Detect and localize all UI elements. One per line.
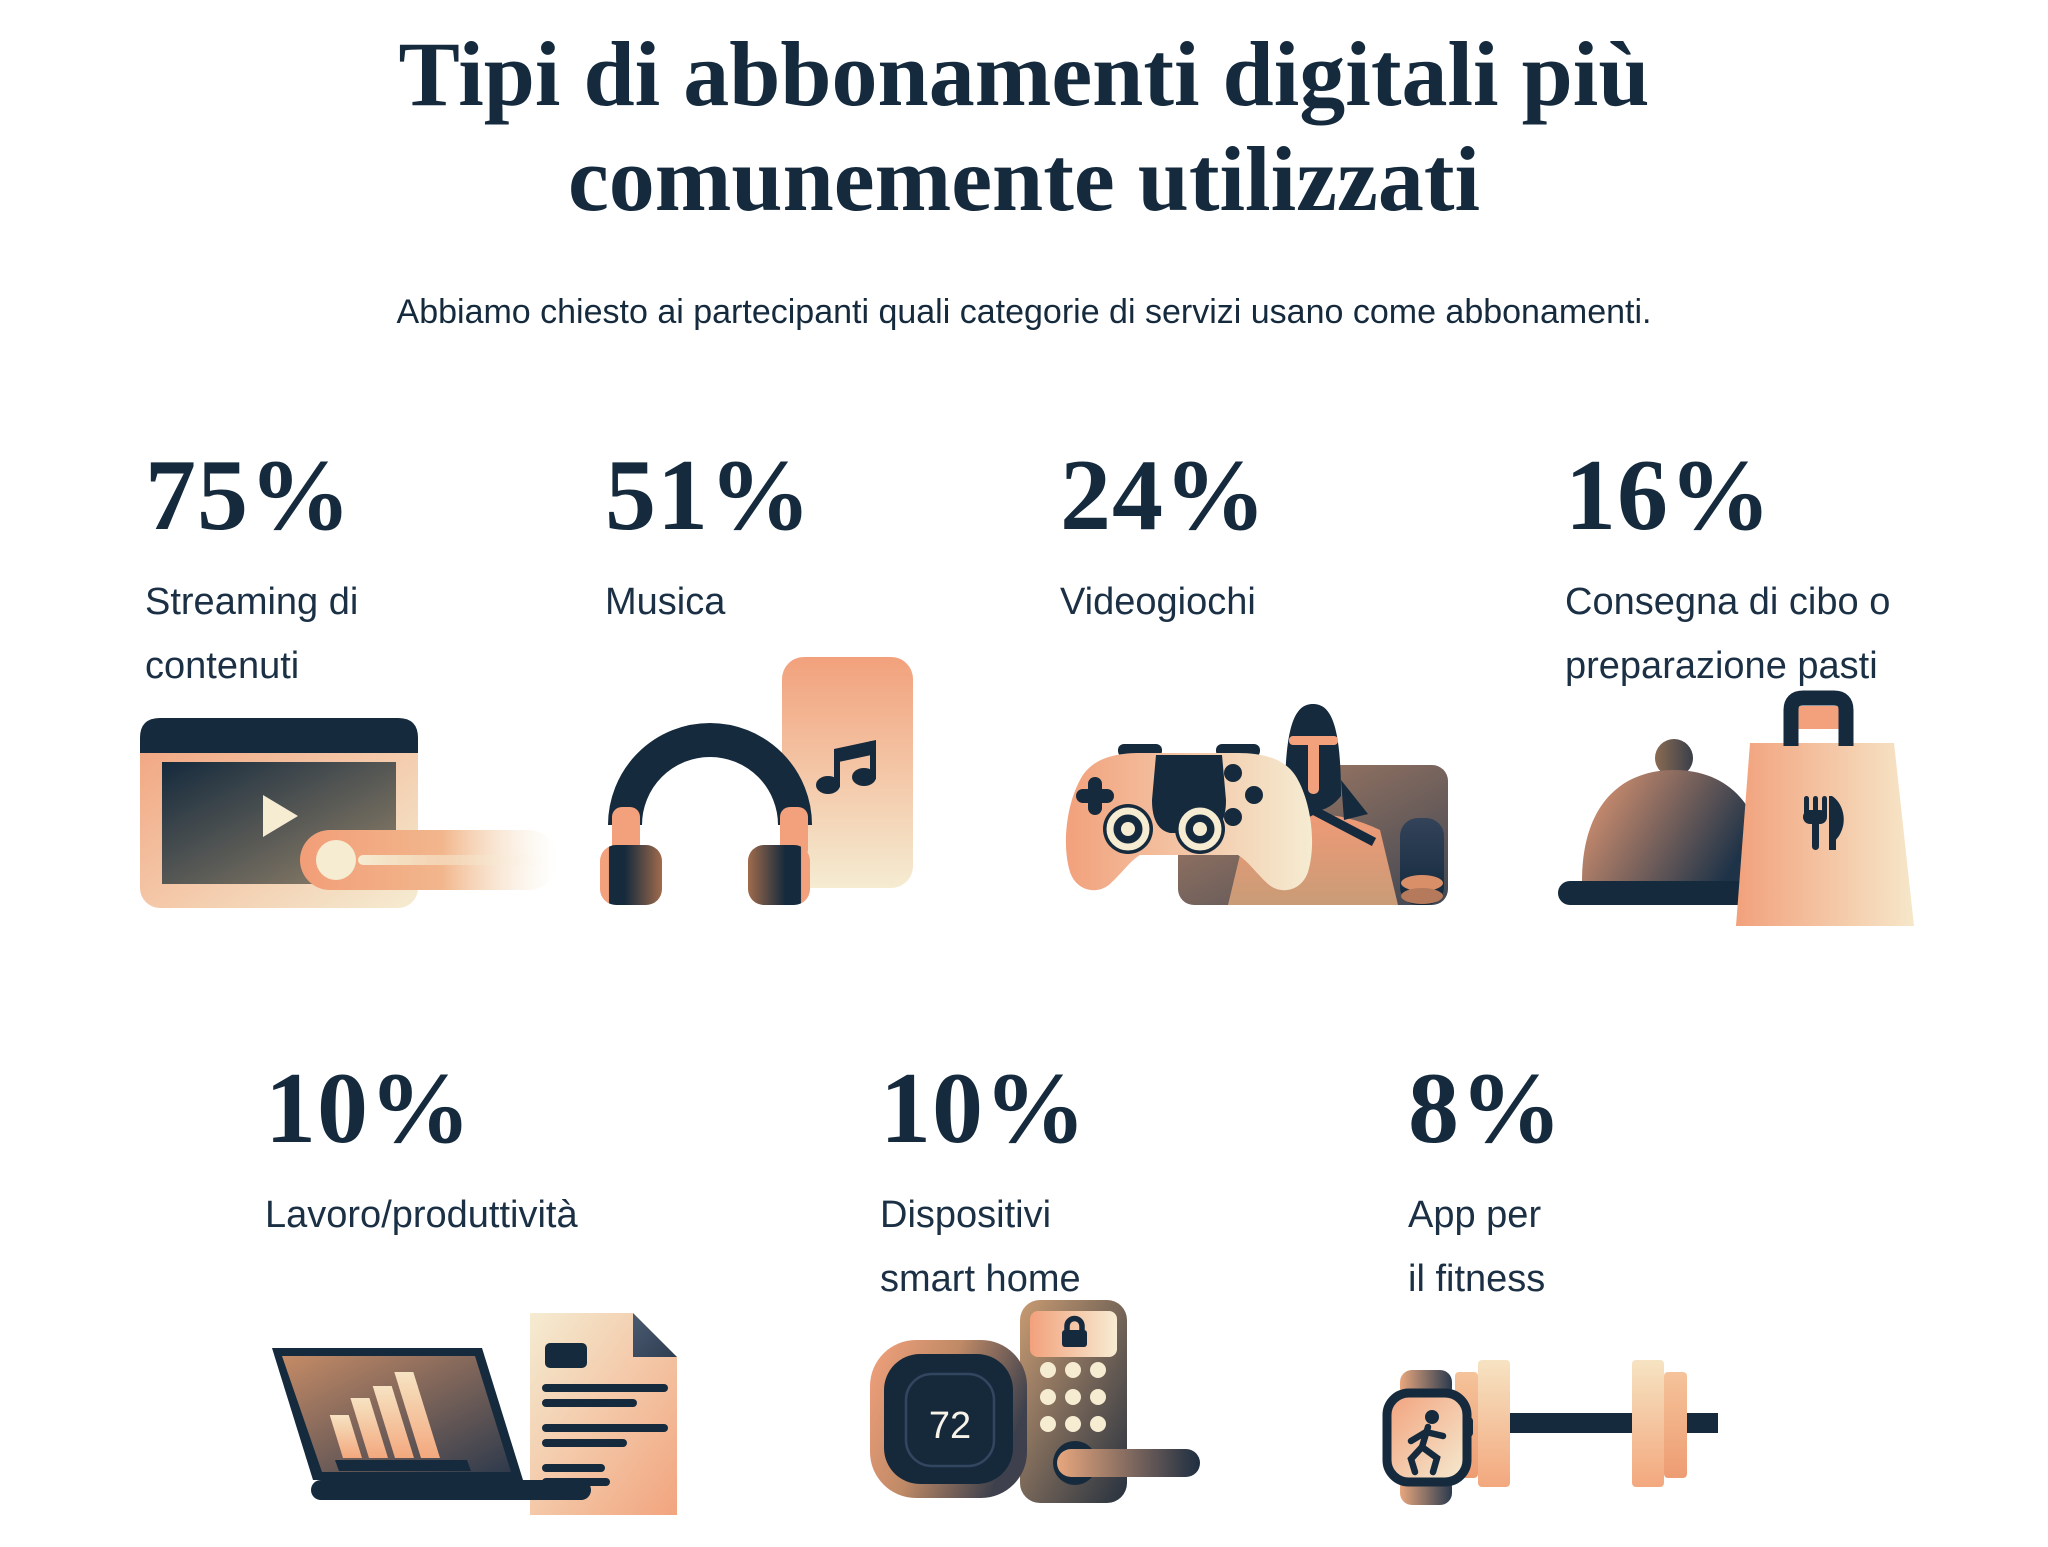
fork-knife-icon	[1803, 796, 1844, 850]
smart-lock	[1020, 1300, 1200, 1503]
music-note-icon	[816, 740, 876, 794]
stat-cibo-label-line2: preparazione pasti	[1565, 644, 1878, 687]
left-ear-cup	[600, 845, 662, 905]
laptop	[272, 1348, 591, 1500]
stat-streaming-label-line1: Streaming di	[145, 581, 359, 623]
bag-back-panel	[1798, 706, 1839, 729]
stat-lavoro-label-line1: Lavoro/produttività	[265, 1194, 578, 1236]
right-ear-cup	[748, 845, 810, 905]
stat-streaming-label: Streaming di contenuti	[145, 571, 575, 699]
fitness-icon	[1380, 1355, 1725, 1520]
keypad-dots	[1040, 1362, 1106, 1432]
videogame-icon	[1060, 700, 1530, 915]
work-productivity-icon	[265, 1310, 725, 1520]
video-streaming-icon	[140, 705, 560, 935]
video-window	[140, 718, 418, 908]
stat-smarthome: 10% Dispositivi smart home	[880, 1058, 1320, 1312]
door-handle	[1057, 1449, 1200, 1477]
music-icon	[600, 657, 915, 907]
plate-right-outer	[1664, 1372, 1687, 1478]
progress-track	[358, 855, 543, 865]
document-heading	[545, 1343, 587, 1368]
page-title: Tipi di abbonamenti digitali più comunem…	[0, 22, 2048, 232]
chart-baseline	[335, 1460, 471, 1471]
stat-lavoro: 10% Lavoro/produttività	[265, 1058, 745, 1248]
analog-sticks	[1103, 804, 1225, 854]
food-delivery-icon	[1558, 688, 1978, 933]
document-fold-corner	[633, 1313, 677, 1357]
stat-videogiochi-value: 24%	[1060, 439, 1267, 552]
bag-body	[1736, 743, 1914, 926]
stat-videogiochi-label: Videogiochi	[1060, 571, 1510, 635]
stat-smarthome-label-line1: Dispositivi	[880, 1194, 1052, 1236]
game-controller	[1065, 744, 1313, 891]
cloche-knob	[1655, 739, 1693, 777]
stat-cibo-label: Consegna di cibo o preparazione pasti	[1565, 571, 2005, 699]
stat-cibo: 16% Consegna di cibo o preparazione past…	[1565, 445, 2005, 699]
delivery-bag	[1736, 690, 1914, 926]
stat-musica-value: 51%	[605, 439, 812, 552]
plate-left-inner	[1478, 1360, 1510, 1487]
bag-handles	[1783, 690, 1854, 746]
plate-right-inner	[1632, 1360, 1664, 1487]
headphones	[600, 723, 812, 905]
music-phone	[782, 657, 913, 888]
cloche-dome	[1582, 770, 1766, 881]
stat-musica-label-line1: Musica	[605, 581, 726, 623]
progress-knob	[316, 840, 356, 880]
stat-fitness: 8% App per il fitness	[1408, 1058, 1828, 1312]
smart-home-icon: 72	[870, 1300, 1215, 1510]
stat-smarthome-label: Dispositivi smart home	[880, 1184, 1320, 1312]
play-icon	[263, 795, 298, 837]
padlock-icon	[1062, 1315, 1087, 1347]
smartwatch	[1382, 1370, 1473, 1505]
page-title-line2: comunemente utilizzati	[567, 127, 1481, 230]
stat-lavoro-value: 10%	[265, 1052, 472, 1165]
window-title-bar	[140, 718, 418, 753]
stat-smarthome-label-line2: smart home	[880, 1257, 1081, 1300]
stat-cibo-label-line1: Consegna di cibo o	[1565, 581, 1891, 623]
stat-musica-label: Musica	[605, 571, 1035, 635]
progress-bar	[300, 830, 558, 890]
headband	[608, 723, 812, 826]
cloche	[1558, 739, 1792, 905]
dumbbell	[1455, 1360, 1718, 1487]
stat-musica: 51% Musica	[605, 445, 1035, 635]
stat-lavoro-label: Lavoro/produttività	[265, 1184, 745, 1248]
page-title-line1: Tipi di abbonamenti digitali più	[398, 23, 1650, 125]
stat-fitness-value: 8%	[1408, 1052, 1563, 1165]
runner-icon	[1407, 1410, 1447, 1476]
stat-cibo-value: 16%	[1565, 439, 1772, 552]
d-pad	[1076, 777, 1114, 815]
stat-streaming-value: 75%	[145, 439, 352, 552]
stat-streaming: 75% Streaming di contenuti	[145, 445, 575, 699]
stat-fitness-label-line2: il fitness	[1408, 1257, 1546, 1300]
stat-videogiochi-label-line1: Videogiochi	[1060, 581, 1256, 623]
stat-fitness-label: App per il fitness	[1408, 1184, 1828, 1312]
thermostat: 72	[870, 1340, 1027, 1498]
serving-tray	[1558, 881, 1792, 905]
thermostat-display: 72	[929, 1405, 971, 1447]
laptop-base	[311, 1480, 591, 1500]
thermostat-face	[884, 1354, 1013, 1484]
page-subtitle: Abbiamo chiesto ai partecipanti quali ca…	[396, 293, 1652, 331]
bar-chart-icon	[329, 1372, 440, 1458]
stat-videogiochi: 24% Videogiochi	[1060, 445, 1510, 635]
stat-fitness-label-line1: App per	[1408, 1194, 1542, 1236]
stat-streaming-label-line2: contenuti	[145, 644, 300, 687]
action-buttons	[1203, 764, 1263, 826]
thermostat-dial-outline	[904, 1372, 996, 1468]
stat-smarthome-value: 10%	[880, 1052, 1087, 1165]
